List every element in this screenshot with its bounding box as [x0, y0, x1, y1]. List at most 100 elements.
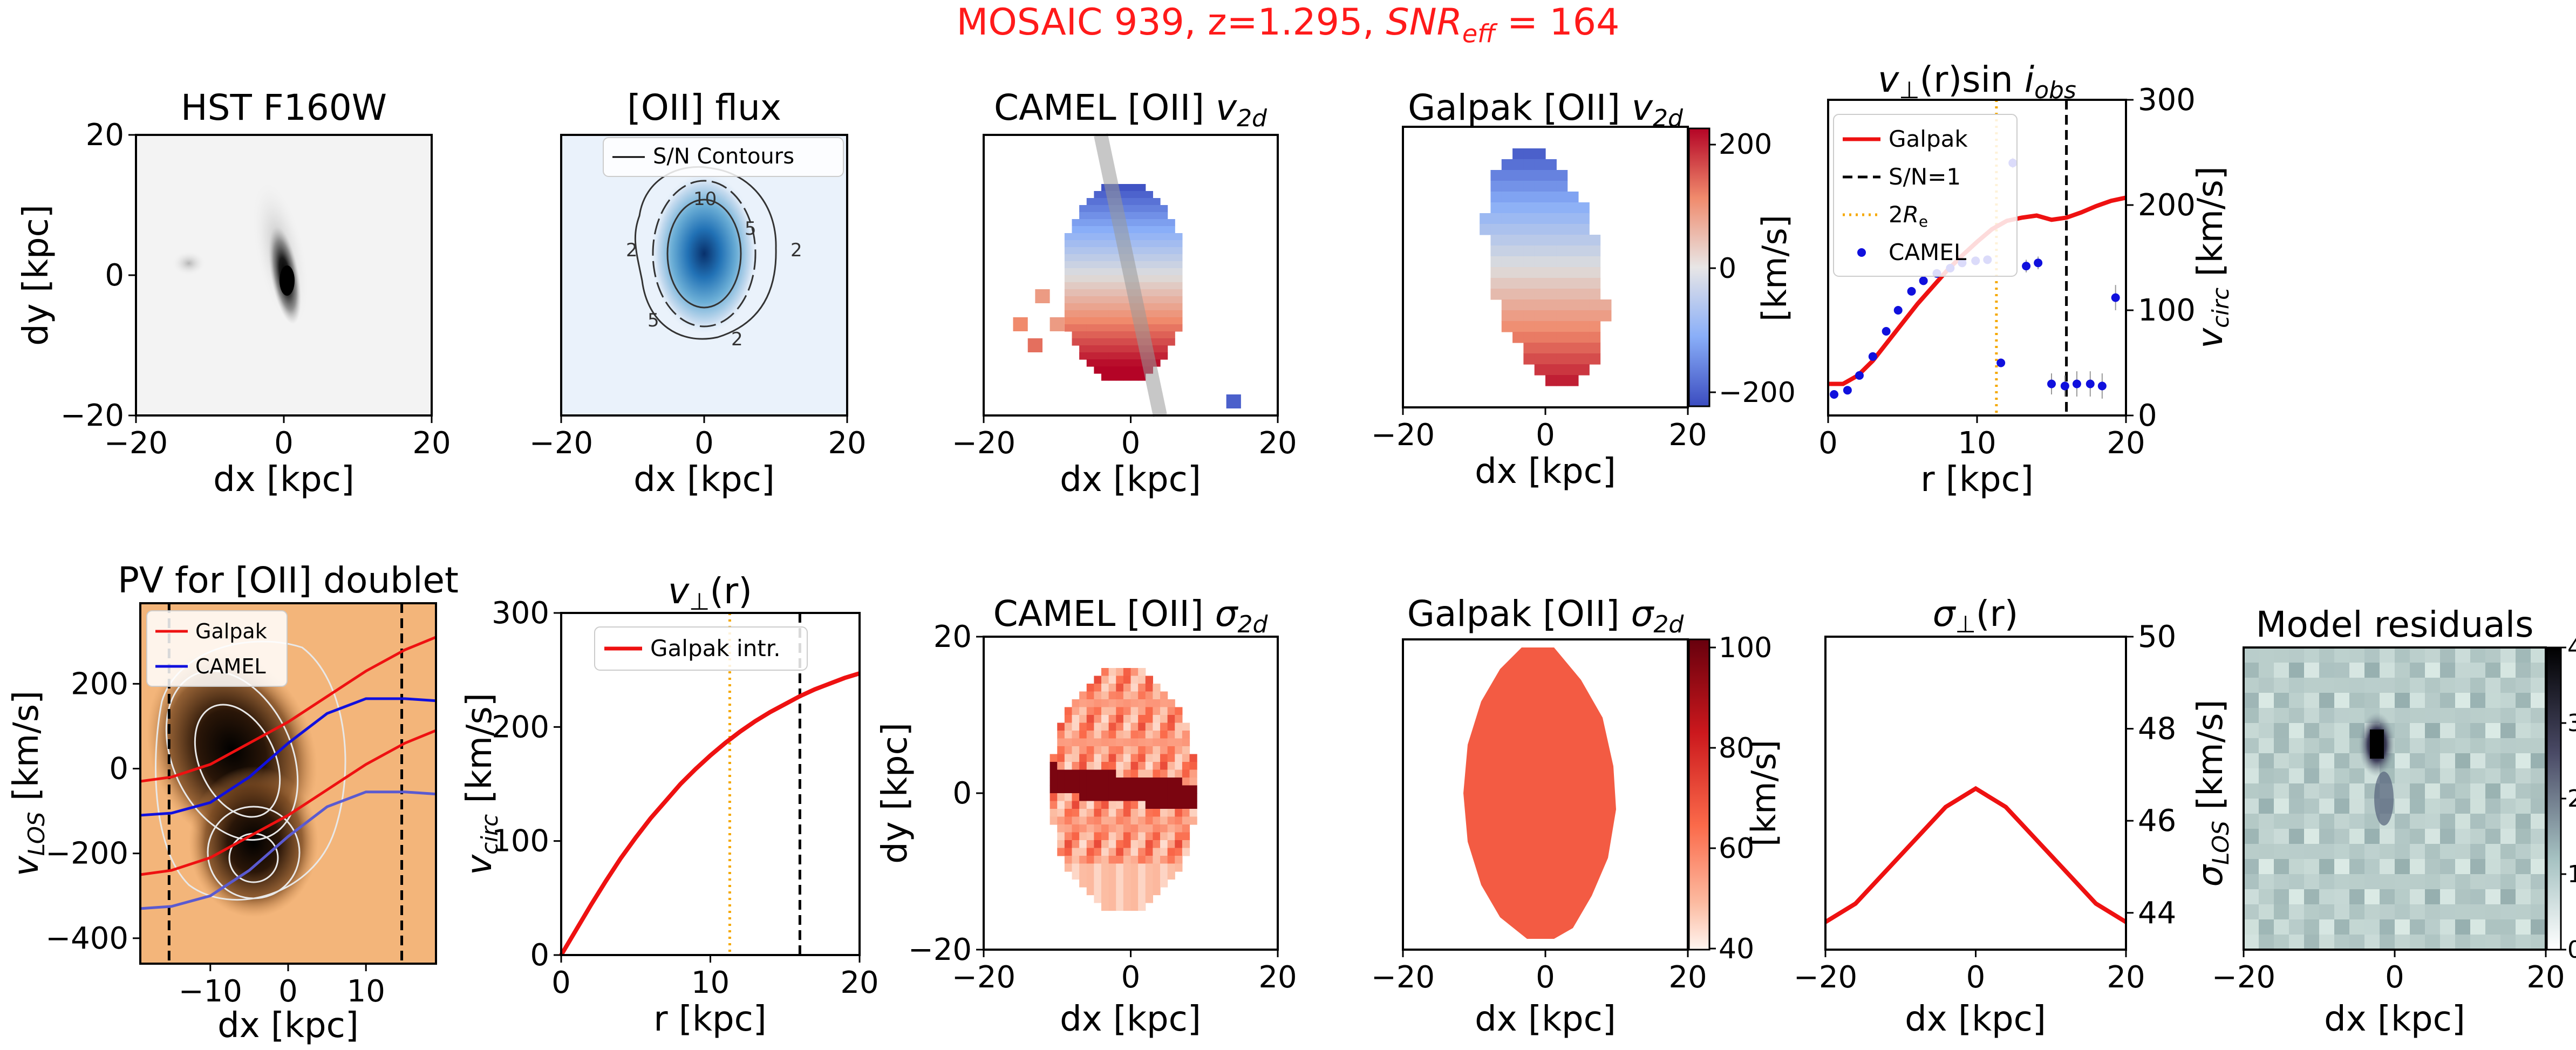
svg-text:0: 0	[1719, 253, 1736, 285]
y-tick-label: 200	[2138, 188, 2196, 223]
panel-vperp: Galpak intr.	[559, 612, 861, 957]
contour-labels: 10 5 5 2 2 2	[626, 188, 802, 350]
colorbar-tick-label: 4	[2567, 634, 2576, 662]
panel-galpak-v2d	[1402, 126, 1689, 408]
camel-point	[2047, 379, 2056, 388]
camel-point	[1882, 327, 1891, 336]
x-tick-label: 0	[274, 426, 294, 461]
x-tick-label: 0	[278, 974, 298, 1009]
panel-title: CAMEL [OII] v2d	[994, 87, 1267, 132]
x-axis-label: dx [kpc]	[1475, 999, 1616, 1039]
camel-point	[1843, 386, 1852, 395]
legend-vperp: Galpak intr.	[594, 626, 808, 671]
y-tick-label: 300	[2138, 83, 2196, 118]
svg-text:2: 2	[626, 240, 638, 261]
x-axis-label: dx [kpc]	[633, 460, 775, 500]
y-tick-label: −400	[45, 921, 128, 956]
svg-text:200: 200	[1719, 128, 1772, 161]
y-tick-label: 20	[86, 118, 124, 153]
camel-sigma-map	[1050, 668, 1197, 911]
y-axis-label: dy [kpc]	[875, 722, 915, 864]
x-tick-label: 0	[1818, 426, 1838, 461]
y-tick-label: 44	[2138, 896, 2176, 931]
camel-point	[2072, 379, 2081, 388]
panel-title: σ⊥(r)	[1933, 593, 2019, 638]
x-tick-label: −20	[952, 960, 1016, 995]
colorbar-tick-label: 1	[2567, 861, 2576, 888]
svg-text:S/N=1: S/N=1	[1889, 163, 1961, 190]
x-tick-label: 0	[1121, 426, 1141, 461]
x-axis-label: dx [kpc]	[1060, 999, 1201, 1039]
panel-pv: Galpak CAMEL	[139, 602, 437, 965]
y-tick-label: 300	[492, 596, 549, 631]
camel-point	[2086, 379, 2095, 388]
y-tick-label: 0	[105, 258, 124, 293]
x-tick-label: 20	[840, 965, 878, 1000]
x-axis-label: dx [kpc]	[1060, 460, 1201, 500]
pv-galpak-second-line	[140, 729, 437, 876]
x-tick-label: −20	[104, 426, 168, 461]
svg-text:40: 40	[1719, 933, 1754, 965]
x-tick-label: −20	[2212, 960, 2275, 995]
y-tick-label: 20	[933, 619, 972, 654]
panel-title: v⊥(r)sin iobs	[1878, 59, 2076, 104]
panel-oii-flux: 10 5 5 2 2 2 S/N Contours	[560, 134, 848, 417]
y-tick-label: 0	[109, 751, 128, 786]
x-tick-label: 0	[2385, 960, 2404, 995]
hst-image	[173, 182, 309, 325]
camel-point	[2060, 381, 2069, 391]
legend-vperp-sini: Galpak S/N=1 2Re CAMEL	[1833, 114, 2018, 277]
x-axis-label: r [kpc]	[1920, 460, 2033, 500]
y-tick-label: −200	[45, 836, 128, 871]
camel-point	[1919, 276, 1928, 285]
x-tick-label: 20	[2107, 426, 2145, 461]
colorbar-galpak-v2d: 200 0 −200 [km/s]	[1688, 127, 1796, 409]
svg-text:80: 80	[1719, 732, 1754, 765]
y-axis-label: σLOS [km/s]	[2191, 700, 2234, 887]
x-tick-label: −20	[952, 426, 1016, 461]
camel-point	[2111, 293, 2120, 302]
colorbar-residuals	[2546, 646, 2562, 951]
x-tick-label: 20	[1668, 960, 1707, 995]
x-axis-label: dx [kpc]	[2324, 999, 2465, 1039]
x-tick-label: 0	[694, 426, 714, 461]
svg-text:5: 5	[745, 218, 757, 240]
y-tick-label: 50	[2138, 619, 2176, 654]
panel-galpak-sigma	[1402, 638, 1689, 951]
y-tick-label: 48	[2138, 712, 2176, 747]
x-tick-label: −20	[1371, 960, 1435, 995]
x-tick-label: 0	[1536, 418, 1555, 453]
y-tick-label: 200	[492, 710, 549, 745]
svg-text:[km/s]: [km/s]	[1755, 215, 1794, 322]
svg-text:−200: −200	[1719, 377, 1796, 409]
y-axis-label: vcirc [km/s]	[460, 693, 503, 875]
svg-text:2: 2	[790, 240, 802, 261]
camel-point	[1855, 371, 1864, 380]
panel-sigma-perp	[1824, 636, 2128, 951]
panel-residuals	[2243, 646, 2547, 951]
series-sigma-perp	[1824, 786, 2128, 924]
x-tick-label: 20	[1668, 418, 1707, 453]
x-tick-label: 20	[1258, 426, 1297, 461]
camel-point	[2097, 381, 2107, 391]
y-axis-label: dy [kpc]	[16, 204, 56, 346]
pv-camel-second-line	[140, 790, 437, 910]
y-tick-label: −20	[60, 398, 124, 433]
major-axis-line	[1094, 133, 1167, 417]
x-tick-label: 20	[828, 426, 866, 461]
x-tick-label: −20	[1794, 960, 1857, 995]
x-axis-label: r [kpc]	[653, 999, 766, 1039]
x-tick-label: 20	[2107, 960, 2145, 995]
svg-text:[km/s]: [km/s]	[1744, 740, 1783, 847]
panel-title: CAMEL [OII] σ2d	[993, 593, 1269, 638]
y-tick-label: −20	[908, 932, 972, 967]
figure-title: MOSAIC 939, z=1.295, SNReff = 164	[956, 1, 1620, 49]
x-tick-label: −10	[179, 974, 242, 1009]
panel-title: Galpak [OII] σ2d	[1407, 593, 1685, 638]
svg-text:Galpak: Galpak	[195, 619, 267, 643]
series-galpak-intr	[559, 671, 861, 957]
pv-galpak-line	[140, 636, 437, 783]
x-axis-label: dx [kpc]	[1475, 452, 1616, 492]
y-tick-label: 46	[2138, 803, 2176, 838]
camel-point	[1893, 306, 1903, 315]
